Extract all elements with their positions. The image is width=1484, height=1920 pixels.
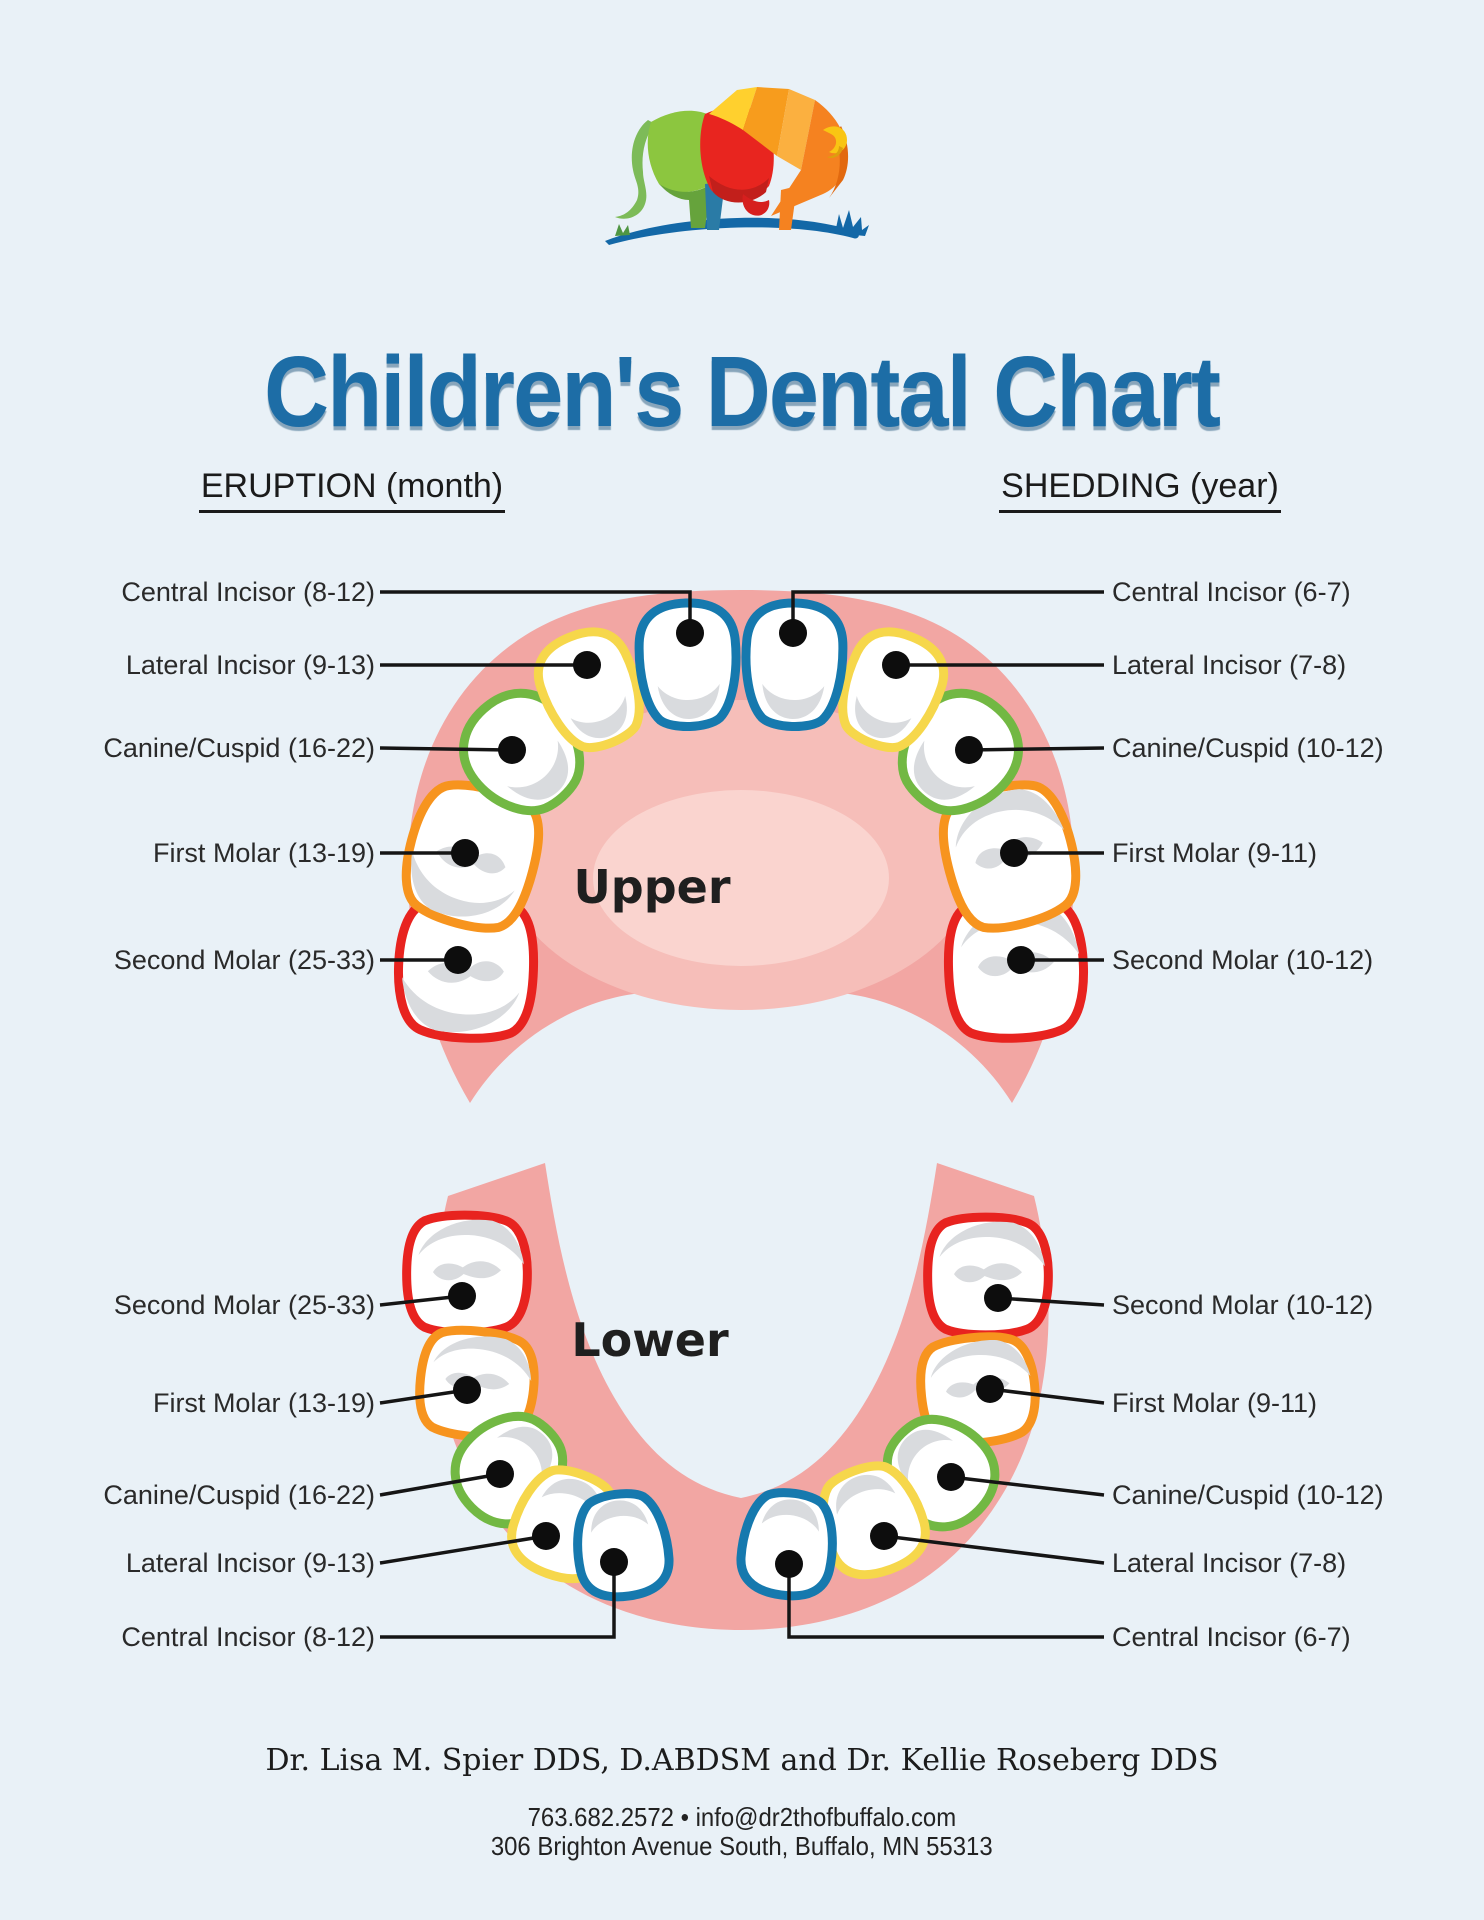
tooth-dot [882,651,910,679]
upper-arch-label: Upper [573,860,730,914]
contact-line: 763.682.2572 • info@dr2thofbuffalo.com [527,1802,957,1832]
label-upper-left-central-incisor: Central Incisor (8-12) [121,577,375,607]
label-upper-right-central-incisor: Central Incisor (6-7) [1112,577,1351,607]
label-lower-left-canine: Canine/Cuspid (16-22) [103,1480,375,1510]
label-lower-left-lateral-incisor: Lateral Incisor (9-13) [125,1548,375,1578]
address-line: 306 Brighton Avenue South, Buffalo, MN 5… [491,1831,993,1861]
tooth-dot [955,736,983,764]
tooth-dot [453,1376,481,1404]
tooth-dot [1000,839,1028,867]
upper-arch: Upper [379,590,1105,1103]
page-title: Children's Dental Chart [264,336,1221,448]
label-lower-left-first-molar: First Molar (13-19) [152,1388,375,1418]
doctor-names: Dr. Lisa M. Spier DDS, D.ABDSM and Dr. K… [265,1743,1219,1778]
tooth-dot [1007,946,1035,974]
label-upper-left-canine: Canine/Cuspid (16-22) [103,733,375,763]
label-lower-right-canine: Canine/Cuspid (10-12) [1112,1480,1384,1510]
tooth-dot [600,1548,628,1576]
tooth-dot [444,946,472,974]
label-lower-right-central-incisor: Central Incisor (6-7) [1112,1622,1351,1652]
lower-arch-label: Lower [571,1313,729,1367]
tooth-dot [870,1522,898,1550]
tooth-dot [448,1282,476,1310]
tooth-dot [976,1375,1004,1403]
tooth-dot [984,1284,1012,1312]
label-upper-left-lateral-incisor: Lateral Incisor (9-13) [125,650,375,680]
upper-right-leader-lines [791,590,1105,962]
label-lower-right-second-molar: Second Molar (10-12) [1112,1290,1374,1320]
label-upper-right-canine: Canine/Cuspid (10-12) [1112,733,1384,763]
tooth-dot [676,619,704,647]
tooth-dot [451,839,479,867]
upper-left-leader-lines [379,590,692,962]
label-lower-left-second-molar: Second Molar (25-33) [113,1290,375,1320]
tooth-dot [498,736,526,764]
tooth-lower-left-second-molar [407,1215,528,1333]
label-upper-left-second-molar: Second Molar (25-33) [113,945,375,975]
lower-arch: Lower [379,1163,1105,1639]
label-upper-right-second-molar: Second Molar (10-12) [1112,945,1374,975]
label-lower-right-first-molar: First Molar (9-11) [1112,1388,1318,1418]
upper-palate-highlight [593,790,889,966]
tooth-dot [532,1522,560,1550]
lower-right-leader-lines [787,1296,1105,1639]
tooth-dot [486,1460,514,1488]
tooth-dot [573,651,601,679]
tooth-lower-right-second-molar [928,1217,1049,1335]
label-upper-left-first-molar: First Molar (13-19) [152,838,375,868]
tooth-dot [775,1550,803,1578]
buffalo-logo [605,87,869,245]
shedding-header: SHEDDING (year) [890,466,1390,513]
tooth-dot [937,1463,965,1491]
lower-left-leader-lines [379,1294,616,1639]
label-lower-right-lateral-incisor: Lateral Incisor (7-8) [1112,1548,1347,1578]
eruption-header: ERUPTION (month) [102,466,602,513]
label-upper-right-lateral-incisor: Lateral Incisor (7-8) [1112,650,1347,680]
label-upper-right-first-molar: First Molar (9-11) [1112,838,1318,868]
label-lower-left-central-incisor: Central Incisor (8-12) [121,1622,375,1652]
tooth-dot [779,619,807,647]
